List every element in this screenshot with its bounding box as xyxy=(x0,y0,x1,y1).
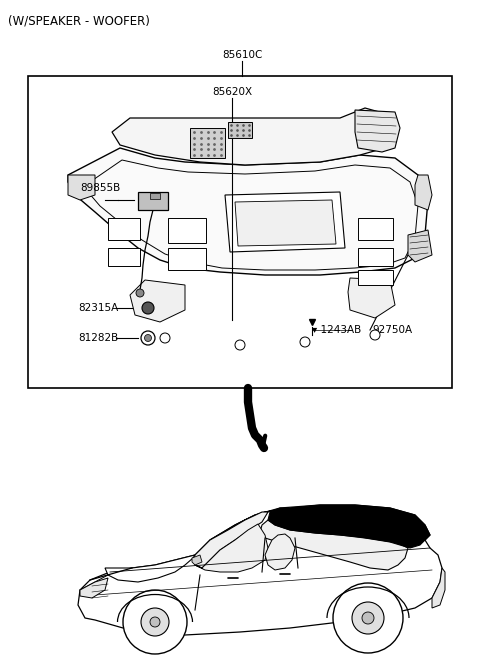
Circle shape xyxy=(142,302,154,314)
Text: 89855B: 89855B xyxy=(80,183,120,193)
Text: 85620X: 85620X xyxy=(212,87,252,97)
Polygon shape xyxy=(138,192,168,210)
Polygon shape xyxy=(193,512,268,568)
Polygon shape xyxy=(192,555,202,565)
Circle shape xyxy=(144,335,152,342)
Bar xyxy=(108,218,140,240)
Polygon shape xyxy=(432,568,445,608)
Polygon shape xyxy=(105,555,195,582)
Polygon shape xyxy=(68,148,428,275)
Bar xyxy=(358,270,393,285)
Polygon shape xyxy=(268,505,430,548)
Circle shape xyxy=(352,602,384,634)
Polygon shape xyxy=(225,192,345,252)
Text: ▾ 1243AB: ▾ 1243AB xyxy=(312,325,361,335)
Text: 92750A: 92750A xyxy=(372,325,412,335)
Polygon shape xyxy=(68,175,95,200)
Polygon shape xyxy=(130,280,185,322)
Text: 82315A: 82315A xyxy=(78,303,118,313)
Circle shape xyxy=(362,612,374,624)
Polygon shape xyxy=(408,230,432,262)
Text: (W/SPEAKER - WOOFER): (W/SPEAKER - WOOFER) xyxy=(8,14,150,27)
Polygon shape xyxy=(355,110,400,152)
Polygon shape xyxy=(78,508,442,635)
Bar xyxy=(150,193,160,199)
Text: 85610C: 85610C xyxy=(222,50,262,60)
Polygon shape xyxy=(415,175,432,210)
Polygon shape xyxy=(210,505,430,540)
Circle shape xyxy=(123,590,187,654)
Circle shape xyxy=(141,331,155,345)
Polygon shape xyxy=(190,128,225,158)
Polygon shape xyxy=(195,524,268,572)
Polygon shape xyxy=(235,200,336,246)
Polygon shape xyxy=(80,578,108,598)
Circle shape xyxy=(300,337,310,347)
Circle shape xyxy=(333,583,403,653)
Text: 81282B: 81282B xyxy=(78,333,118,343)
Circle shape xyxy=(150,617,160,627)
Polygon shape xyxy=(228,122,252,138)
Circle shape xyxy=(235,340,245,350)
Bar xyxy=(108,248,140,266)
Circle shape xyxy=(370,330,380,340)
Circle shape xyxy=(136,289,144,297)
Bar xyxy=(168,218,206,243)
Circle shape xyxy=(141,608,169,636)
Bar xyxy=(168,248,206,270)
Polygon shape xyxy=(260,520,408,570)
Bar xyxy=(358,218,393,240)
Polygon shape xyxy=(265,534,295,570)
Bar xyxy=(358,248,393,266)
Polygon shape xyxy=(112,108,390,165)
Circle shape xyxy=(160,333,170,343)
Bar xyxy=(28,76,452,388)
Polygon shape xyxy=(348,278,395,318)
